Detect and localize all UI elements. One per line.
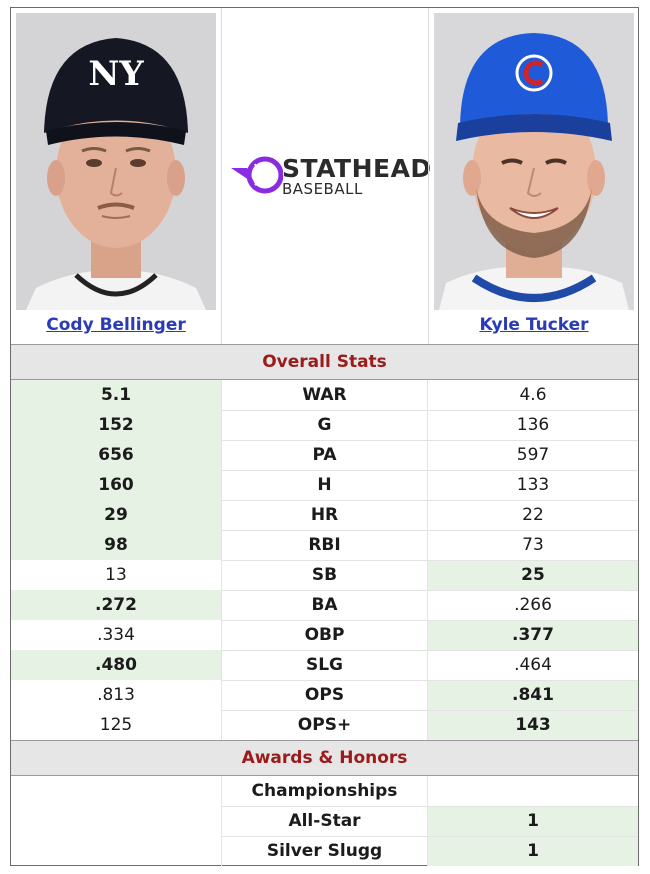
- right-player-value: .377: [428, 620, 638, 650]
- stat-row-war: 5.1 WAR 4.6: [11, 380, 638, 410]
- stat-row-ba: .272 BA .266: [11, 590, 638, 620]
- logo-stathead-text: STATHEAD: [282, 154, 432, 183]
- right-player-photo[interactable]: [434, 13, 634, 310]
- stat-row-slg: .480 SLG .464: [11, 650, 638, 680]
- row-divider: [221, 806, 638, 807]
- overall-stats-header: Overall Stats: [11, 344, 638, 380]
- stat-row-ops: 125 OPS+ 143: [11, 710, 638, 740]
- row-divider: [221, 836, 638, 837]
- award-row-silver-slugg: Silver Slugg 1: [11, 836, 638, 866]
- left-player-portrait: NY: [16, 13, 216, 310]
- row-divider: [221, 650, 638, 651]
- left-player-value: 152: [11, 410, 221, 440]
- left-player-value: [11, 836, 221, 866]
- right-player-value: 1: [428, 806, 638, 836]
- player-comparison-card: NY Cody Bellinger: [10, 7, 639, 866]
- left-player-value: .272: [11, 590, 221, 620]
- comparison-header: NY Cody Bellinger: [11, 8, 638, 344]
- award-row-championships: Championships: [11, 776, 638, 806]
- left-player-value: .480: [11, 650, 221, 680]
- row-divider: [221, 470, 638, 471]
- stathead-logo[interactable]: STATHEAD BASEBALL: [229, 154, 432, 198]
- stat-row-obp: .334 OBP .377: [11, 620, 638, 650]
- stat-label: Championships: [221, 776, 428, 806]
- stat-row-h: 160 H 133: [11, 470, 638, 500]
- row-divider: [221, 500, 638, 501]
- right-player-value: 597: [516, 445, 550, 465]
- svg-text:NY: NY: [88, 54, 144, 94]
- row-divider: [221, 410, 638, 411]
- left-player-value: [11, 776, 221, 806]
- left-player-value: [11, 806, 221, 836]
- right-player-value: 136: [516, 415, 550, 435]
- stat-label: OPS+: [221, 710, 428, 740]
- stat-label: RBI: [221, 530, 428, 560]
- stat-label: G: [221, 410, 428, 440]
- left-player-value: 656: [11, 440, 221, 470]
- row-divider: [221, 680, 638, 681]
- row-divider: [221, 590, 638, 591]
- stat-row-ops: .813 OPS .841: [11, 680, 638, 710]
- row-divider: [221, 530, 638, 531]
- stat-label: H: [221, 470, 428, 500]
- row-divider: [221, 710, 638, 711]
- right-player-cell: Kyle Tucker: [428, 8, 639, 344]
- right-player-portrait: [434, 13, 634, 310]
- awards-honors-header: Awards & Honors: [11, 740, 638, 776]
- stat-row-pa: 656 PA 597: [11, 440, 638, 470]
- row-divider: [221, 620, 638, 621]
- right-player-value: .841: [428, 680, 638, 710]
- left-player-value: 29: [11, 500, 221, 530]
- right-player-value: 143: [428, 710, 638, 740]
- stat-label: WAR: [221, 380, 428, 410]
- logo-cell: STATHEAD BASEBALL: [221, 8, 432, 344]
- left-player-cell: NY Cody Bellinger: [11, 8, 222, 344]
- right-player-value: 22: [522, 505, 544, 525]
- right-player-value: [428, 776, 638, 806]
- right-player-value: 133: [516, 475, 550, 495]
- stat-label: OPS: [221, 680, 428, 710]
- stat-label: HR: [221, 500, 428, 530]
- right-player-value: .464: [514, 655, 552, 675]
- stat-row-g: 152 G 136: [11, 410, 638, 440]
- stat-row-hr: 29 HR 22: [11, 500, 638, 530]
- stat-label: Silver Slugg: [221, 836, 428, 866]
- stat-label: OBP: [221, 620, 428, 650]
- left-player-photo[interactable]: NY: [16, 13, 216, 310]
- left-player-value: 160: [11, 470, 221, 500]
- left-player-value: 98: [11, 530, 221, 560]
- left-player-value: 5.1: [11, 380, 221, 410]
- row-divider: [221, 560, 638, 561]
- right-player-name-link[interactable]: Kyle Tucker: [479, 315, 589, 335]
- left-player-value: 13: [105, 565, 127, 585]
- right-player-value: 25: [428, 560, 638, 590]
- right-player-value: 4.6: [519, 385, 547, 405]
- left-player-value: .813: [97, 685, 135, 705]
- stat-label: SB: [221, 560, 428, 590]
- stat-label: SLG: [221, 650, 428, 680]
- award-row-all-star: All-Star 1: [11, 806, 638, 836]
- row-divider: [221, 440, 638, 441]
- right-player-value: 73: [522, 535, 544, 555]
- stat-label: BA: [221, 590, 428, 620]
- stat-label: All-Star: [221, 806, 428, 836]
- left-player-name-link[interactable]: Cody Bellinger: [46, 315, 186, 335]
- left-player-value: .334: [97, 625, 135, 645]
- stat-row-sb: 13 SB 25: [11, 560, 638, 590]
- stat-row-rbi: 98 RBI 73: [11, 530, 638, 560]
- stat-label: PA: [221, 440, 428, 470]
- right-player-value: 1: [428, 836, 638, 866]
- baseball-logo-icon: [231, 156, 283, 194]
- right-player-value: .266: [514, 595, 552, 615]
- logo-baseball-text: BASEBALL: [282, 180, 363, 198]
- left-player-value: 125: [99, 715, 133, 735]
